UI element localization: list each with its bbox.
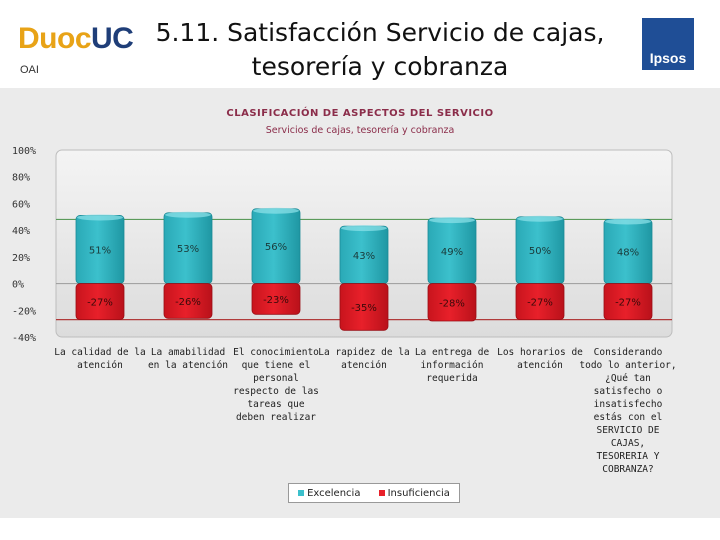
x-category-label: que tiene el [242,360,311,371]
x-category-label: La rapidez de la [318,347,410,358]
y-tick-label: -20% [12,306,36,317]
data-label-excelencia: 51% [89,246,111,257]
bar-insuficiencia [163,283,213,319]
x-category-label: El conocimiento [233,347,319,358]
bar-insuficiencia [427,283,477,322]
data-label-excelencia: 48% [617,248,639,259]
x-category-label: La amabilidad [151,347,225,358]
duocuc-logo: DuocUC [18,22,134,55]
data-label-insuficiencia: -28% [439,298,465,309]
x-category-label: requerida [426,373,477,384]
bar-insuficiencia [603,283,653,321]
data-label-insuficiencia: -27% [527,298,553,309]
y-tick-label: 100% [12,146,36,157]
bar-insuficiencia [339,283,389,331]
y-tick-label: 20% [12,253,30,264]
legend-item-excelencia: Excelencia [298,488,360,499]
bar-excelencia-cap [517,215,563,222]
data-label-excelencia: 49% [441,247,463,258]
x-category-label: ¿Qué tan [605,373,651,384]
ipsos-logo: Ipsos [642,18,694,70]
data-label-insuficiencia: -26% [175,297,201,308]
bar-excelencia-cap [253,207,299,214]
data-label-insuficiencia: -27% [615,298,641,309]
bar-insuficiencia [75,283,125,321]
x-category-label: todo lo anterior, [579,360,676,371]
oai-label: OAI [20,64,39,76]
x-category-label: atención [77,360,123,371]
x-category-label: respecto de las [233,386,319,397]
y-tick-label: 80% [12,173,30,184]
chart-title: CLASIFICACIÓN DE ASPECTOS DEL SERVICIO [226,108,494,119]
x-category-label: tareas que [247,399,304,410]
y-tick-label: -40% [12,333,36,344]
legend-item-insuficiencia: Insuficiencia [378,488,450,499]
x-category-label: La entrega de [415,347,490,358]
legend-swatch-excelencia [298,489,305,496]
data-label-excelencia: 43% [353,251,375,262]
bar-insuficiencia [515,283,565,321]
chart-legend: Excelencia Insuficiencia [288,483,460,503]
y-tick-label: 40% [12,226,30,237]
y-tick-label: 60% [12,199,30,210]
chart-subtitle: Servicios de cajas, tesorería y cobranza [265,125,455,136]
data-label-excelencia: 53% [177,244,199,255]
bar-excelencia-cap [77,214,123,221]
data-label-excelencia: 50% [529,246,551,257]
x-category-label: atención [341,360,387,371]
x-category-label: deben realizar [236,412,316,423]
x-category-label: TESORERIA Y [597,451,660,462]
data-label-excelencia: 56% [265,242,287,253]
data-label-insuficiencia: -27% [87,298,113,309]
y-tick-label: 0% [12,280,24,291]
x-category-label: insatisfecho [594,399,663,410]
data-label-insuficiencia: -23% [263,295,289,306]
legend-swatch-insuficiencia [378,489,385,496]
page-title: 5.11. Satisfacción Servicio de cajas, te… [130,16,630,84]
x-category-label: SERVICIO DE [597,425,660,436]
bar-excelencia-cap [341,225,387,232]
x-category-label: información [421,360,484,371]
data-label-insuficiencia: -35% [351,303,377,314]
x-category-label: en la atención [148,360,228,371]
x-category-label: estás con el [594,412,663,423]
x-category-label: Los horarios de [497,347,583,358]
x-category-label: satisfecho o [594,386,663,397]
x-category-label: La calidad de la [54,347,146,358]
bar-excelencia-cap [429,217,475,224]
slide-header: DuocUC OAI 5.11. Satisfacción Servicio d… [0,0,720,88]
bar-excelencia-cap [605,218,651,225]
x-category-label: atención [517,360,563,371]
bar-insuficiencia [251,283,301,315]
bar-excelencia-cap [165,211,211,218]
page-title-line1: 5.11. Satisfacción Servicio de cajas, [155,18,605,47]
x-category-label: CAJAS, [611,438,645,449]
x-category-label: Considerando [594,347,663,358]
page-title-line2: tesorería y cobranza [251,52,509,81]
x-category-label: COBRANZA? [602,464,653,475]
x-category-label: personal [253,373,299,384]
